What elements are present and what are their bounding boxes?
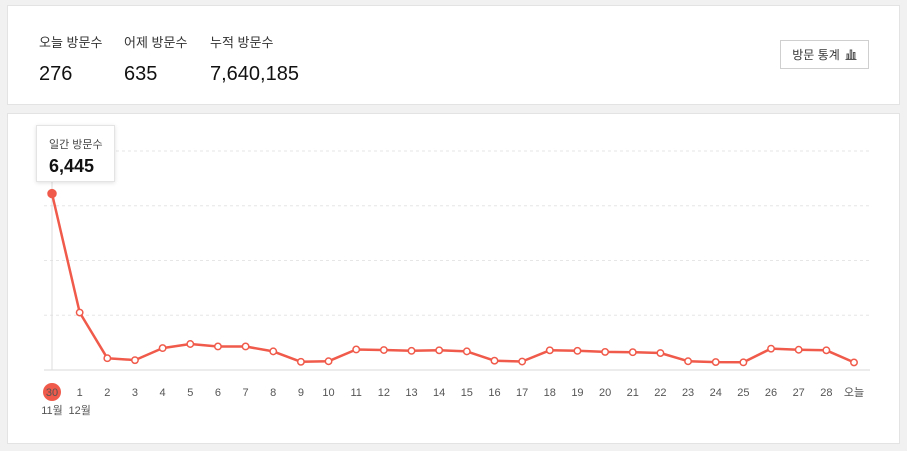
visit-stats-button[interactable]: 방문 통계 xyxy=(780,40,869,69)
data-point[interactable] xyxy=(684,357,693,366)
visit-stats-button-label: 방문 통계 xyxy=(792,48,840,62)
data-point[interactable] xyxy=(490,356,499,365)
data-point[interactable] xyxy=(269,347,278,356)
x-tick-label[interactable]: 28 xyxy=(820,387,832,399)
x-tick-label[interactable]: 3 xyxy=(132,387,138,399)
chart-points xyxy=(47,188,858,367)
chart-x-axis: 30 1 2 3 4 5 6 7 8 9 10 11 12 13 14 15 16 17 18 19 20 21 22 23 2… xyxy=(41,383,864,417)
daily-visits-chart-card: 30 1 2 3 4 5 6 7 8 9 10 11 12 13 14 15 16 17 18 19 20 21 22 23 2… xyxy=(7,113,900,444)
data-point[interactable] xyxy=(296,357,305,366)
data-point[interactable] xyxy=(850,358,858,367)
data-point[interactable] xyxy=(213,342,222,351)
data-point[interactable] xyxy=(324,357,333,366)
x-tick-label[interactable]: 4 xyxy=(160,387,166,399)
data-point[interactable] xyxy=(739,358,748,367)
data-point[interactable] xyxy=(462,347,471,356)
x-tick-label[interactable]: 15 xyxy=(461,387,473,399)
data-point[interactable] xyxy=(241,342,250,351)
x-tick-label[interactable]: 21 xyxy=(627,387,639,399)
yesterday-visits: 어제 방문수 635 xyxy=(124,32,187,86)
data-point[interactable] xyxy=(767,344,775,353)
data-point[interactable] xyxy=(186,340,195,348)
x-tick-label[interactable]: 11 xyxy=(350,387,361,399)
today-visits: 오늘 방문수 276 xyxy=(39,32,102,86)
x-tick-label[interactable]: 1 xyxy=(77,387,83,399)
x-tick-label[interactable]: 25 xyxy=(737,387,749,399)
visit-summary-card: 오늘 방문수 276 어제 방문수 635 누적 방문수 7,640,185 방… xyxy=(7,5,900,105)
x-tick-label[interactable]: 오늘 xyxy=(844,386,864,399)
data-point[interactable] xyxy=(47,188,57,199)
x-tick-label[interactable]: 18 xyxy=(544,387,556,399)
x-tick-label[interactable]: 20 xyxy=(599,387,611,399)
x-tick-label[interactable]: 9 xyxy=(298,387,304,399)
data-point[interactable] xyxy=(131,356,139,365)
tooltip-value: 6,445 xyxy=(49,156,95,176)
x-tick-label[interactable]: 27 xyxy=(793,387,805,399)
x-tick-label[interactable]: 12 xyxy=(378,387,390,399)
x-tick-label[interactable]: 7 xyxy=(243,387,249,399)
x-tick-label[interactable]: 22 xyxy=(654,387,666,399)
today-visits-value: 276 xyxy=(39,63,73,85)
x-tick-label[interactable]: 24 xyxy=(710,387,722,399)
x-tick-label[interactable]: 17 xyxy=(516,387,528,399)
x-tick-label[interactable]: 14 xyxy=(433,387,445,399)
data-point[interactable] xyxy=(573,346,582,355)
chart-tooltip: 일간 방문수 6,445 xyxy=(36,125,115,182)
daily-visits-chart: 30 1 2 3 4 5 6 7 8 9 10 11 12 13 14 15 16 17 18 19 20 21 22 23 2… xyxy=(41,150,870,417)
data-point[interactable] xyxy=(379,346,388,354)
data-point[interactable] xyxy=(75,308,84,317)
data-point[interactable] xyxy=(601,347,610,356)
x-tick-label[interactable]: 13 xyxy=(405,387,417,399)
yesterday-visits-value: 635 xyxy=(124,63,158,85)
data-point[interactable] xyxy=(628,348,637,357)
today-visits-label: 오늘 방문수 xyxy=(39,35,103,50)
data-point[interactable] xyxy=(822,346,831,355)
chart-grid xyxy=(44,150,870,371)
data-point[interactable] xyxy=(711,358,720,367)
x-tick-label[interactable]: 10 xyxy=(322,387,334,399)
data-point[interactable] xyxy=(794,345,803,354)
total-visits: 누적 방문수 7,640,185 xyxy=(210,32,299,86)
data-point[interactable] xyxy=(656,349,665,357)
data-point[interactable] xyxy=(407,346,416,355)
x-tick-label[interactable]: 8 xyxy=(270,387,276,399)
x-tick-label[interactable]: 26 xyxy=(765,387,777,399)
visits-series-line xyxy=(50,193,855,364)
month-label: 12월 xyxy=(68,404,90,417)
bar-chart-icon xyxy=(845,49,857,60)
data-point[interactable] xyxy=(518,357,527,366)
x-tick-label[interactable]: 5 xyxy=(187,387,193,399)
data-point[interactable] xyxy=(545,346,554,355)
selected-tick-badge xyxy=(43,383,61,401)
x-tick-label[interactable]: 23 xyxy=(682,387,694,399)
tooltip-label: 일간 방문수 xyxy=(49,139,103,151)
data-point[interactable] xyxy=(435,346,444,355)
month-label: 11월 xyxy=(41,404,63,417)
x-tick-label[interactable]: 30 xyxy=(46,387,58,399)
x-tick-label[interactable]: 16 xyxy=(488,387,500,399)
data-point[interactable] xyxy=(103,354,112,363)
x-tick-label[interactable]: 6 xyxy=(215,387,221,399)
x-tick-label[interactable]: 2 xyxy=(104,387,110,399)
total-visits-label: 누적 방문수 xyxy=(210,35,274,50)
total-visits-value: 7,640,185 xyxy=(210,63,299,85)
data-point[interactable] xyxy=(352,345,361,354)
yesterday-visits-label: 어제 방문수 xyxy=(124,35,188,50)
chart-series xyxy=(50,193,855,364)
x-tick-label[interactable]: 19 xyxy=(571,387,583,399)
data-point[interactable] xyxy=(158,344,167,353)
